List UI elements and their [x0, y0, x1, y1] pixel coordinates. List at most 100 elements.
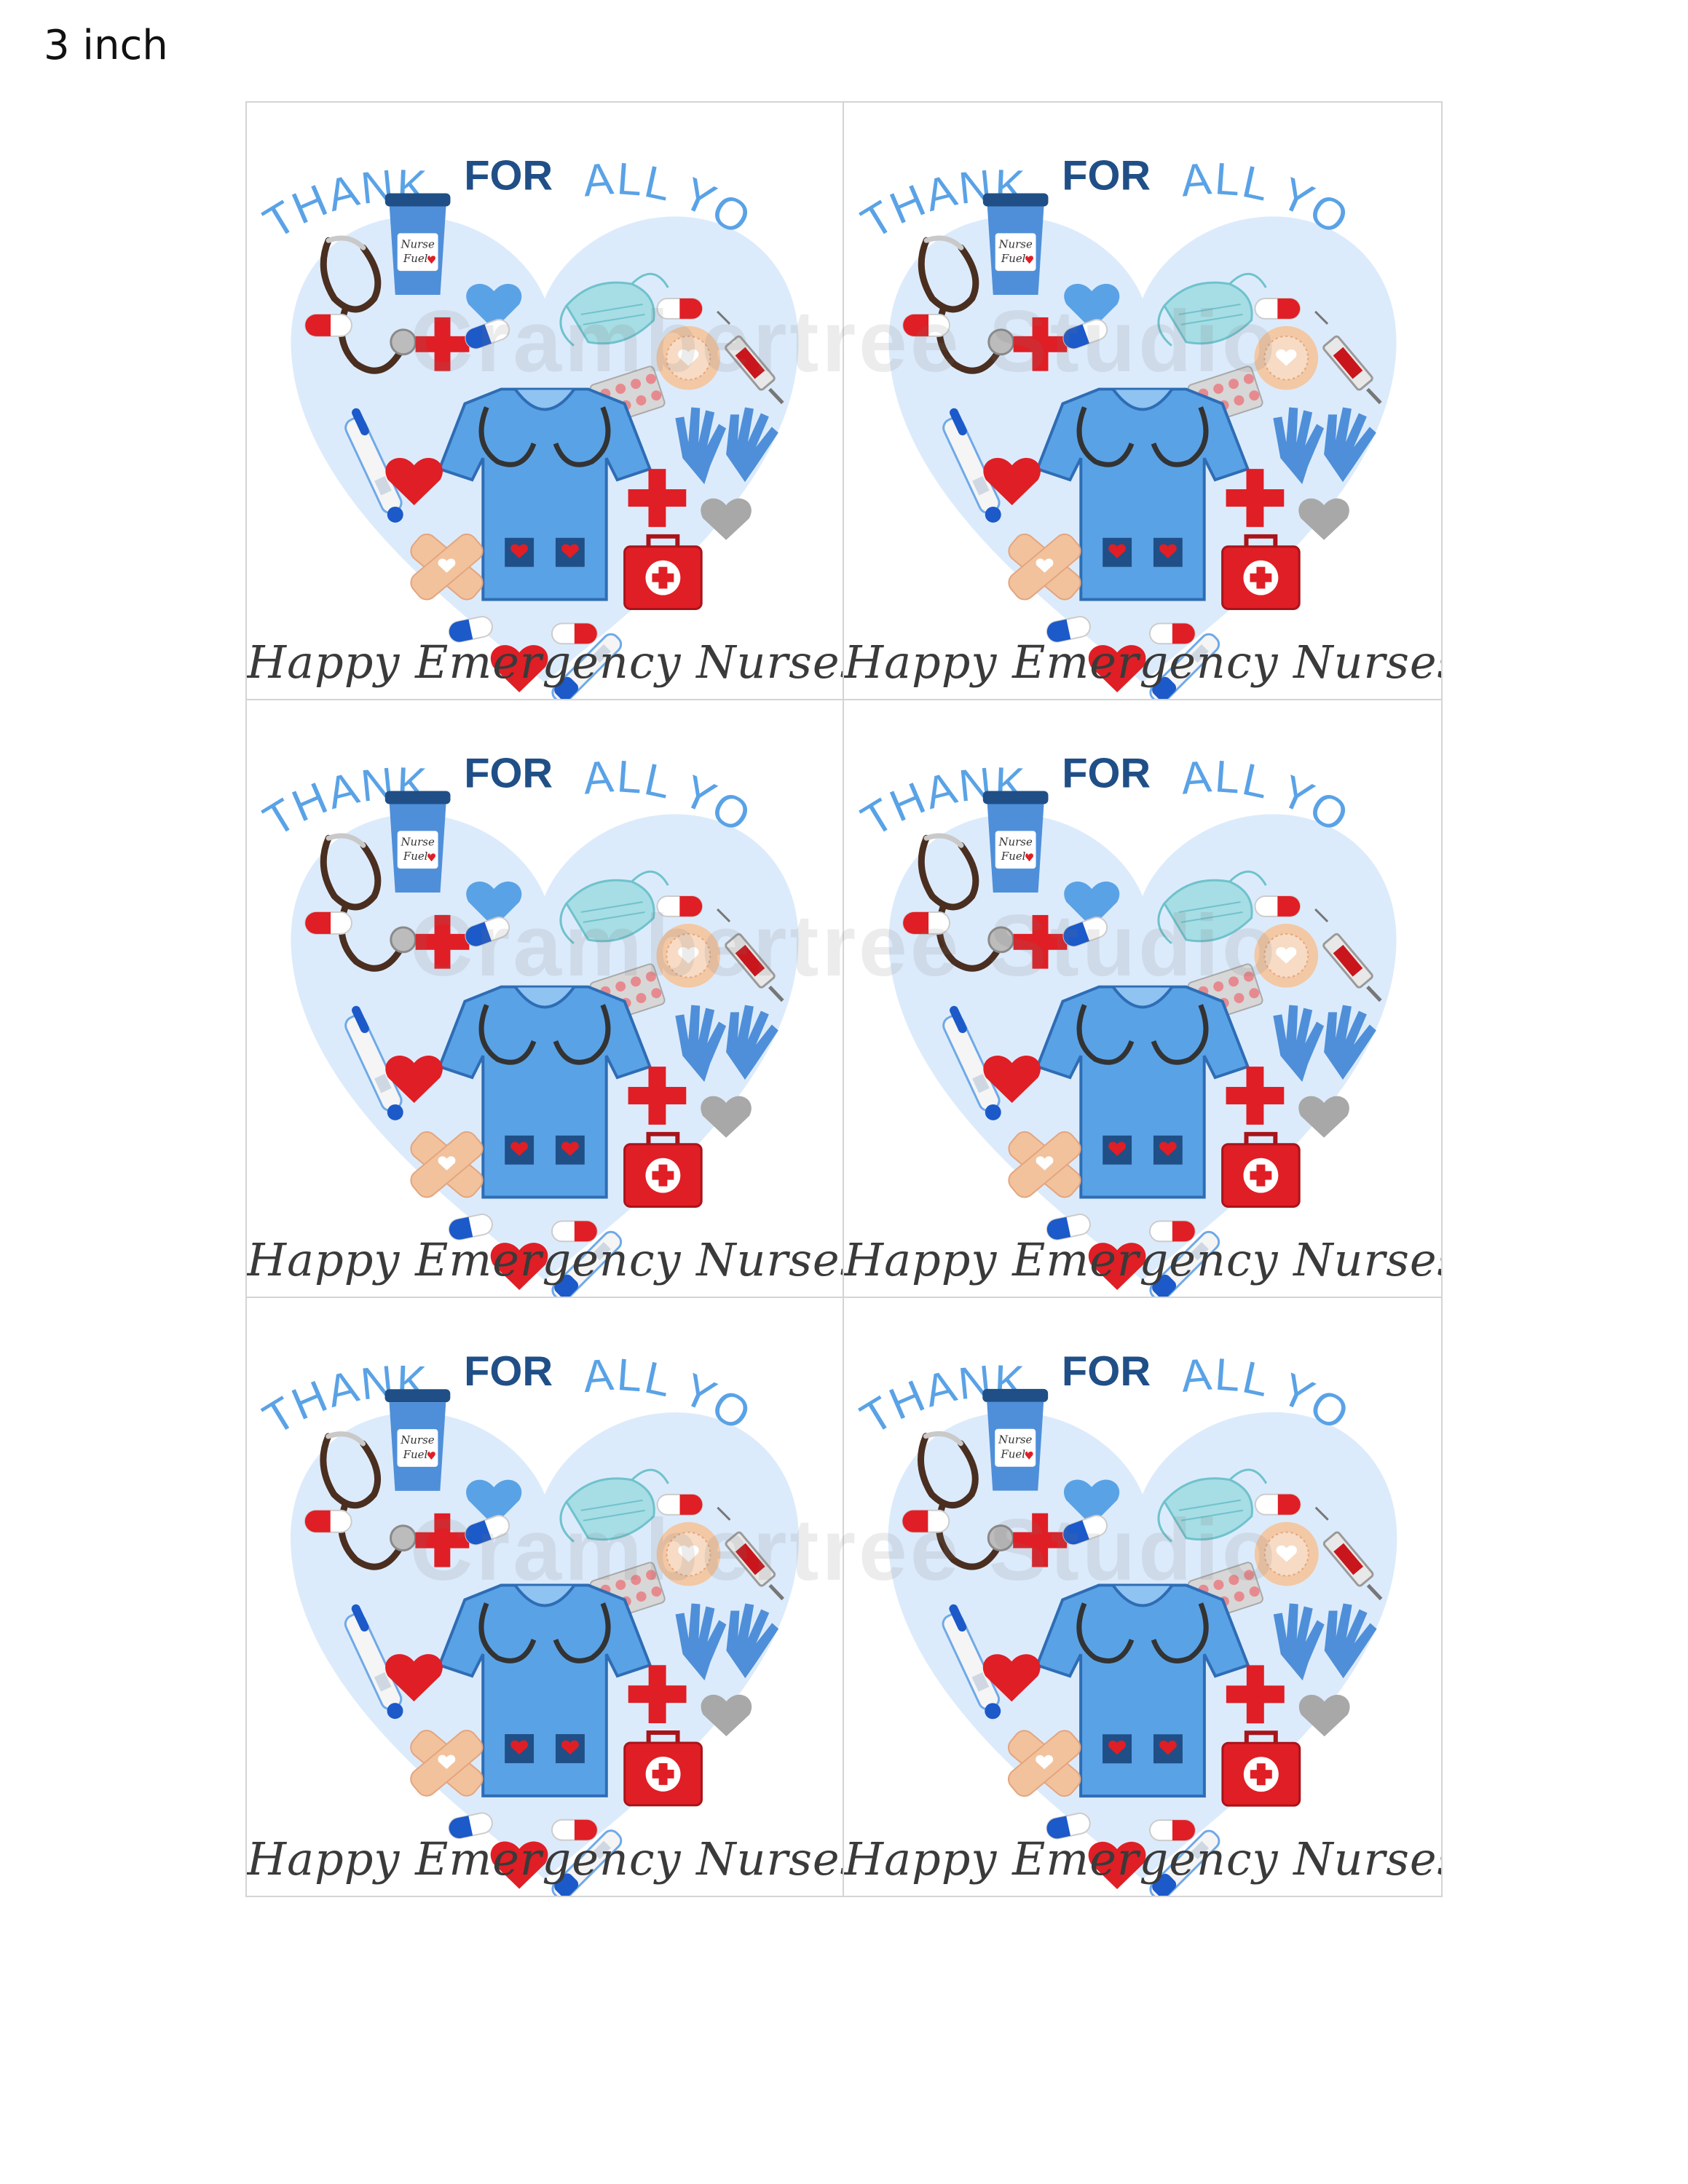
capsule-icon [1062, 1514, 1108, 1546]
gloves-icon [1273, 1005, 1376, 1083]
thermometer-icon [1149, 633, 1220, 699]
thermometer-icon [551, 633, 623, 699]
heart-icon [983, 1056, 1041, 1103]
scrubs-icon [1035, 387, 1250, 601]
tagline: Happy Emergency Nurses Week [247, 636, 843, 689]
scrubs-icon [437, 985, 652, 1199]
capsule-icon [304, 313, 352, 337]
gloves-icon [1273, 407, 1376, 485]
svg-text:Nurse: Nurse [998, 237, 1032, 250]
sticker-art: THANK YOU FOR ALL YOU DO! Nurse Fuel [844, 1298, 1397, 1896]
heart-icon [982, 1654, 1041, 1702]
first-aid-kit-icon [623, 534, 703, 610]
heart-icon [1063, 1479, 1120, 1526]
face-mask-icon [559, 272, 669, 347]
tagline: Happy Emergency Nurses Week [844, 636, 1441, 689]
svg-text:Nurse: Nurse [400, 237, 434, 250]
headline-for: FOR [1062, 751, 1151, 797]
thermometer-icon [344, 1005, 403, 1120]
heart-icon [1088, 1841, 1146, 1890]
thermometer-icon [1149, 1829, 1220, 1896]
capsule-icon [551, 1819, 598, 1841]
red-cross-icon [1013, 914, 1068, 969]
capsule-icon [1254, 895, 1301, 917]
gloves-icon [675, 1603, 779, 1681]
svg-text:Fuel: Fuel [1001, 252, 1026, 265]
capsule-icon [1062, 917, 1108, 947]
heart-icon [1298, 498, 1349, 540]
thermometer-icon [942, 1604, 1001, 1720]
gloves-icon [1273, 1603, 1377, 1681]
scrubs-icon [1035, 985, 1250, 1199]
heart-icon [490, 1243, 548, 1291]
syringe-icon [717, 310, 784, 405]
capsule-icon [1254, 1493, 1301, 1516]
sticker-card: THANK YOU FOR ALL YOU DO! Nurse Fuel [247, 700, 844, 1298]
headline-for: FOR [464, 751, 553, 797]
sticker-card: THANK YOU FOR ALL YOU DO! Nurse Fuel [844, 700, 1441, 1298]
heart-icon [983, 458, 1041, 505]
heart-icon [1298, 1096, 1349, 1138]
heart-icon [1064, 881, 1120, 927]
coffee-cup-icon: Nurse Fuel [982, 1388, 1049, 1491]
first-aid-kit-icon [623, 1131, 703, 1208]
capsule-icon [465, 917, 510, 947]
svg-text:Fuel: Fuel [1000, 1448, 1025, 1461]
coffee-cup-icon: Nurse Fuel [982, 193, 1049, 296]
headline-for: FOR [464, 153, 553, 199]
thermometer-icon [942, 408, 1001, 523]
capsule-icon [1148, 1220, 1196, 1243]
heart-icon [466, 881, 522, 927]
heart-icon [490, 1841, 548, 1889]
capsule-icon [902, 911, 950, 935]
red-cross-icon [628, 469, 687, 527]
svg-text:Fuel: Fuel [403, 252, 428, 265]
gloves-icon [675, 407, 778, 485]
heart-icon [1088, 1243, 1146, 1291]
red-cross-icon [628, 1665, 687, 1724]
sticker-art: THANK YOU FOR ALL YOU DO! Nurse Fuel [247, 103, 799, 699]
red-cross-icon [1226, 1665, 1285, 1724]
thermometer-icon [1149, 1230, 1220, 1297]
first-aid-kit-icon [623, 1730, 703, 1807]
bandage-icon [656, 1522, 721, 1586]
size-label: 3 inch [44, 22, 168, 69]
tagline: Happy Emergency Nurses Week [247, 1233, 843, 1286]
red-cross-icon [1013, 1513, 1068, 1567]
face-mask-icon [1157, 272, 1267, 347]
heart-icon [466, 1479, 522, 1526]
svg-text:Nurse: Nurse [998, 835, 1032, 848]
capsule-icon [1046, 616, 1091, 643]
sticker-sheet: THANK YOU FOR ALL YOU DO! Nurse Fuel [245, 101, 1443, 1897]
scrubs-icon [1035, 1583, 1250, 1798]
heart-icon [466, 283, 522, 330]
heart-icon [701, 498, 752, 540]
svg-text:Nurse: Nurse [400, 1433, 435, 1447]
capsule-icon [656, 895, 703, 917]
bandage-icon [410, 1131, 484, 1198]
capsule-icon [656, 298, 703, 320]
capsule-icon [1148, 622, 1196, 645]
headline-for: FOR [1062, 153, 1151, 199]
syringe-icon [1314, 1506, 1383, 1601]
capsule-icon [551, 622, 598, 645]
face-mask-icon [559, 870, 669, 944]
bandage-icon [1008, 1131, 1081, 1198]
red-cross-icon [628, 1067, 687, 1125]
bandage-icon [410, 533, 484, 601]
red-cross-icon [415, 317, 470, 371]
coffee-cup-icon: Nurse Fuel [384, 791, 451, 893]
heart-icon [490, 645, 548, 693]
capsule-icon [465, 1514, 510, 1546]
svg-text:Fuel: Fuel [403, 850, 428, 863]
heart-icon [1088, 645, 1146, 693]
svg-text:Nurse: Nurse [400, 835, 434, 848]
capsule-icon [448, 1214, 493, 1241]
thermometer-icon [344, 408, 403, 523]
face-mask-icon [1157, 1468, 1268, 1543]
thermometer-icon [551, 1829, 623, 1896]
first-aid-kit-icon [1221, 1730, 1301, 1807]
capsule-icon [448, 1812, 493, 1840]
capsule-icon [1254, 298, 1301, 320]
capsule-icon [902, 313, 950, 337]
